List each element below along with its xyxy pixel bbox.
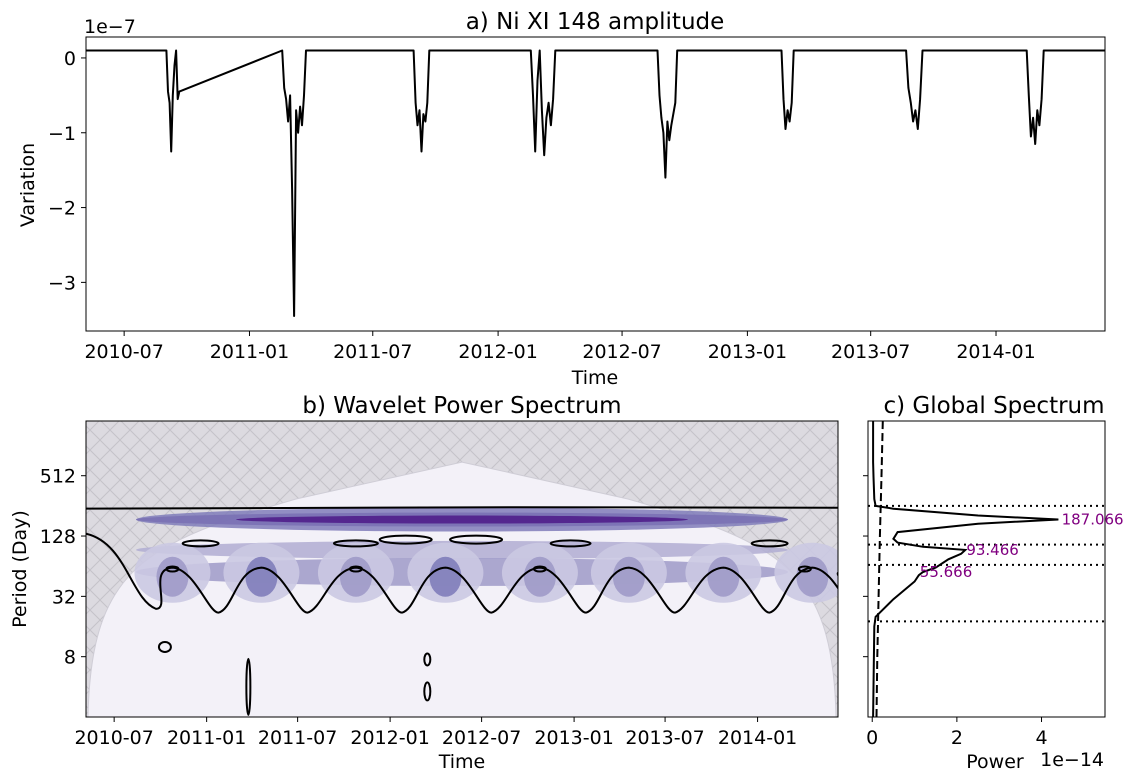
y-tick-label: −1: [48, 123, 76, 145]
significance-contour-dot: [532, 565, 547, 573]
significance-contour-top: [86, 506, 838, 510]
significance-contour-small: [245, 657, 252, 716]
x-tick-label: 2014-01: [956, 341, 1035, 363]
global-spectrum-title: c) Global Spectrum: [883, 393, 1104, 419]
peak-label: 55.666: [920, 563, 973, 581]
amplitude-ylabel: Variation: [17, 143, 39, 227]
wavelet-title: b) Wavelet Power Spectrum: [302, 393, 621, 419]
significance-contour-wave: [86, 532, 838, 614]
y-tick-label: −2: [48, 198, 76, 220]
x-tick-label: 2011-01: [167, 727, 246, 749]
significance-contour-dot: [165, 565, 180, 573]
x-tick-label: 2014-01: [718, 727, 797, 749]
x-tick-label: 2013-01: [708, 341, 787, 363]
significance-contour-dot: [797, 565, 812, 573]
amplitude-xlabel: Time: [571, 367, 619, 389]
x-tick-label: 2: [951, 727, 963, 749]
global-spectrum-frame: [867, 420, 1106, 718]
significance-contour-loop: [332, 539, 379, 548]
significance-contour-small: [157, 640, 172, 653]
x-tick-label: 2013-07: [831, 341, 910, 363]
power-blob-core: [245, 556, 278, 597]
power-blob-core: [523, 556, 556, 597]
x-tick-label: 4: [1035, 727, 1047, 749]
amplitude-offset-text: 1e−7: [84, 16, 136, 38]
global-spectrum-xlabel: Power: [966, 751, 1024, 773]
wavelet-frame: [85, 420, 839, 718]
significance-contour-loop: [750, 539, 789, 548]
power-blob-core: [429, 556, 462, 597]
significance-contour-loop: [378, 534, 433, 545]
significance-contour-small: [423, 652, 432, 667]
significance-contour-loop: [549, 539, 592, 548]
x-tick-label: 2010-07: [74, 727, 153, 749]
x-tick-label: 2012-01: [350, 727, 429, 749]
x-tick-label: 2012-07: [582, 341, 661, 363]
amplitude-frame: [85, 36, 1106, 332]
global-spectrum-panel: c) Global Spectrum 187.066 93.466 55.666 0…: [863, 393, 1124, 773]
significance-contour-loop: [449, 534, 504, 545]
x-tick-label: 2011-07: [258, 727, 337, 749]
significance-line: [875, 421, 884, 717]
power-blob-core: [796, 556, 829, 597]
significance-contour-small: [423, 681, 432, 702]
x-tick-label: 2013-07: [625, 727, 704, 749]
x-tick-label: 2010-07: [84, 341, 163, 363]
peak-label: 93.466: [966, 541, 1019, 559]
x-tick-label: 2013-01: [534, 727, 613, 749]
global-spectrum-offset-text: 1e−14: [1040, 749, 1104, 771]
y-tick-label: 8: [64, 647, 76, 669]
x-tick-label: 2012-07: [442, 727, 521, 749]
wavelet-ylabel: Period (Day): [9, 510, 31, 628]
y-tick-label: 512: [40, 466, 76, 488]
x-tick-label: 2012-01: [458, 341, 537, 363]
x-tick-label: 0: [866, 727, 878, 749]
x-tick-label: 2011-07: [333, 341, 412, 363]
y-tick-label: 32: [52, 586, 76, 608]
amplitude-series-line: [86, 49, 1105, 317]
x-tick-label: 2011-01: [210, 341, 289, 363]
wavelet-xlabel: Time: [438, 751, 486, 773]
y-tick-label: 128: [40, 526, 76, 548]
peak-label: 187.066: [1062, 511, 1124, 529]
power-blob-core: [156, 556, 189, 597]
amplitude-panel: a) Ni XI 148 amplitude 1e−7 2010-07 2011-…: [17, 9, 1106, 389]
power-blob-core: [339, 556, 372, 597]
y-tick-label: −3: [48, 272, 76, 294]
wavelet-panel: b) Wavelet Power Spectrum 2010-07 2011-01…: [9, 393, 839, 773]
power-blob-core: [707, 556, 740, 597]
power-blob-core: [612, 556, 645, 597]
power-band-core: [236, 515, 688, 524]
y-tick-label: 0: [64, 48, 76, 70]
significance-contour-dot: [348, 565, 363, 573]
amplitude-title: a) Ni XI 148 amplitude: [466, 9, 725, 35]
significance-contour-loop: [181, 539, 220, 548]
